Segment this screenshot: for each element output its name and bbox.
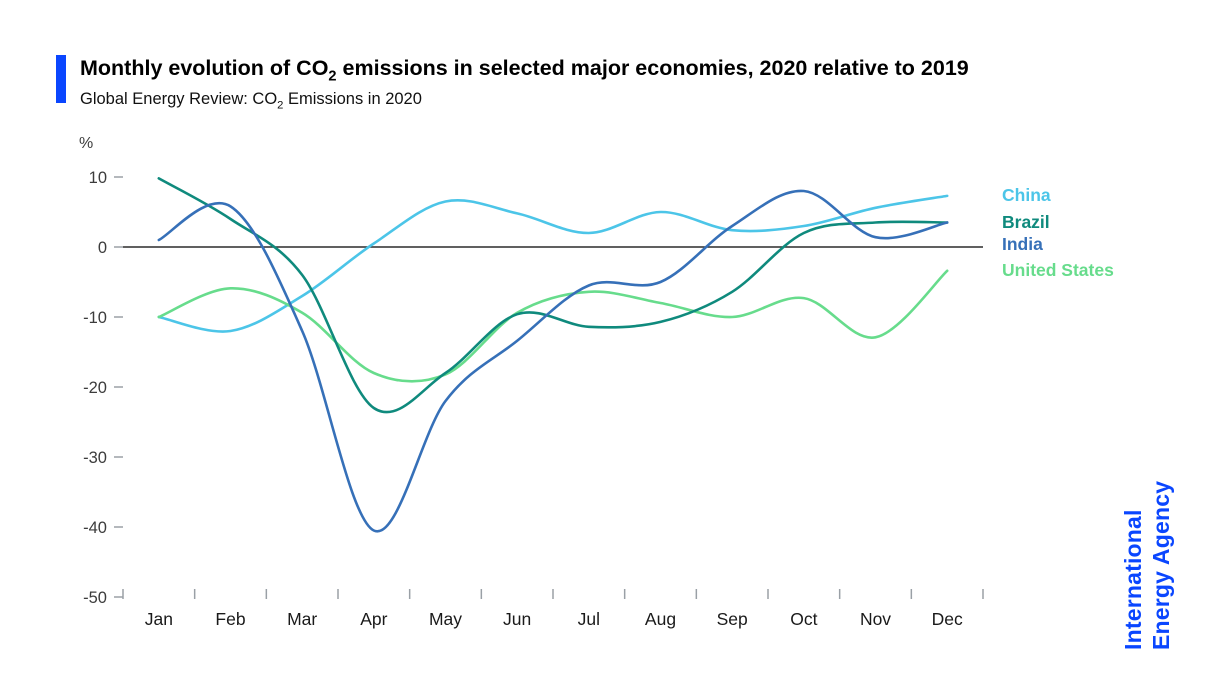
title-text-suffix: emissions in selected major economies, 2…	[336, 56, 969, 80]
title-text-prefix: Monthly evolution of CO	[80, 56, 329, 80]
y-tick-label: 0	[98, 239, 107, 257]
x-tick-label: Oct	[790, 609, 817, 629]
x-tick-label: May	[429, 609, 462, 629]
iea-logo-line1: International	[1120, 509, 1146, 650]
y-tick-label: -10	[83, 309, 107, 327]
legend-label-brazil: Brazil	[1002, 211, 1050, 232]
legend-label-united-states: United States	[1002, 259, 1114, 280]
x-tick-label: Feb	[215, 609, 245, 629]
x-tick-label: Jul	[578, 609, 600, 629]
x-tick-label: Jan	[145, 609, 173, 629]
title-accent-bar	[56, 55, 66, 103]
y-tick-label: -40	[83, 519, 107, 537]
iea-logo-line2: Energy Agency	[1147, 480, 1174, 650]
y-tick-label: -50	[83, 589, 107, 607]
x-tick-label: Apr	[360, 609, 387, 629]
title-block: Monthly evolution of CO2 emissions in se…	[80, 55, 969, 112]
title-subscript: 2	[328, 68, 337, 85]
subtitle-text-prefix: Global Energy Review: CO	[80, 89, 278, 108]
legend-label-india: India	[1002, 233, 1043, 254]
y-tick-label: -20	[83, 379, 107, 397]
line-chart: % 10 0 -10 -20 -30 -40 -50 Jan Feb Mar Apr May Jun Jul…	[79, 135, 984, 629]
chart-header: Monthly evolution of CO2 emissions in se…	[56, 55, 969, 112]
legend-label-china: China	[1002, 184, 1051, 205]
subtitle-text-suffix: Emissions in 2020	[283, 89, 422, 108]
x-tick-label: Sep	[717, 609, 748, 629]
y-tick-label: -30	[83, 449, 107, 467]
iea-logo-text: International Energy Agency	[1120, 450, 1176, 650]
x-tick-label: Mar	[287, 609, 317, 629]
subtitle-subscript: 2	[277, 98, 284, 111]
series-line-india	[157, 189, 949, 533]
series-line-china	[157, 194, 949, 333]
x-tick-label: Nov	[860, 609, 891, 629]
x-tick-label: Dec	[932, 609, 963, 629]
x-tick-label: Aug	[645, 609, 676, 629]
x-tick-label: Jun	[503, 609, 531, 629]
y-axis-unit-label: %	[79, 135, 93, 152]
page-subtitle: Global Energy Review: CO2 Emissions in 2…	[80, 90, 969, 113]
page-title: Monthly evolution of CO2 emissions in se…	[80, 55, 969, 86]
series-line-united-states	[157, 269, 949, 383]
series-line-brazil	[157, 177, 949, 414]
y-tick-label: 10	[89, 169, 107, 187]
